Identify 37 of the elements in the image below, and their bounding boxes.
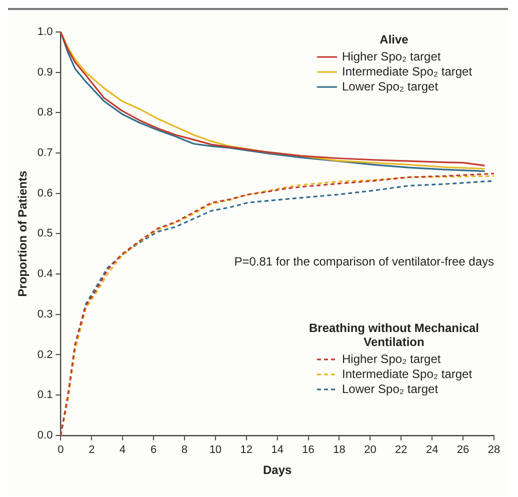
x-tick-label: 8 [181,444,188,456]
x-tick-label: 28 [488,444,500,456]
x-tick-label: 18 [333,444,346,456]
y-axis-title: Proportion of Patients [16,170,30,297]
y-tick-label: 0.7 [37,147,53,160]
legend-label: Intermediate Spo₂ target [342,366,473,381]
annotation: Breathing without Mechanical Ventilation [308,320,480,349]
x-tick-label: 14 [271,444,284,456]
x-axis-title: Days [263,463,292,478]
y-tick-label: 0.4 [37,268,53,280]
y-tick-label: 0.5 [37,228,53,240]
x-tick-label: 12 [240,444,253,456]
x-tick-label: 24 [426,444,438,456]
annotation: P=0.81 for the comparison of ventilator-free days [234,254,494,268]
legend-label: Lower Spo₂ target [342,382,439,396]
y-tick-label: 1.0 [37,26,53,38]
legend-label: Intermediate Spo₂ target [342,64,473,78]
x-tick-label: 22 [395,444,408,456]
x-tick-label: 2 [88,444,95,456]
legend-label: Higher Spo₂ target [342,352,442,366]
y-tick-label: 0.3 [37,308,53,320]
legend-label: Lower Spo₂ target [342,79,439,94]
x-tick-label: 6 [150,444,157,456]
y-tick-label: 0.8 [37,106,53,119]
x-tick-label: 16 [302,444,314,456]
y-tick-label: 0.9 [37,66,53,78]
x-tick-label: 20 [364,444,376,456]
x-tick-label: 10 [209,444,222,456]
y-tick-label: 0.6 [37,187,53,200]
x-tick-label: 26 [456,444,470,456]
y-tick-label: 0.2 [37,348,53,361]
y-tick-label: 0.1 [37,389,53,402]
annotation: Alive [380,32,409,46]
x-tick-label: 4 [120,444,126,456]
y-tick-label: 0.0 [37,429,53,442]
legend-label: Higher Spo₂ target [342,49,442,64]
x-tick-label: 0 [58,444,64,456]
